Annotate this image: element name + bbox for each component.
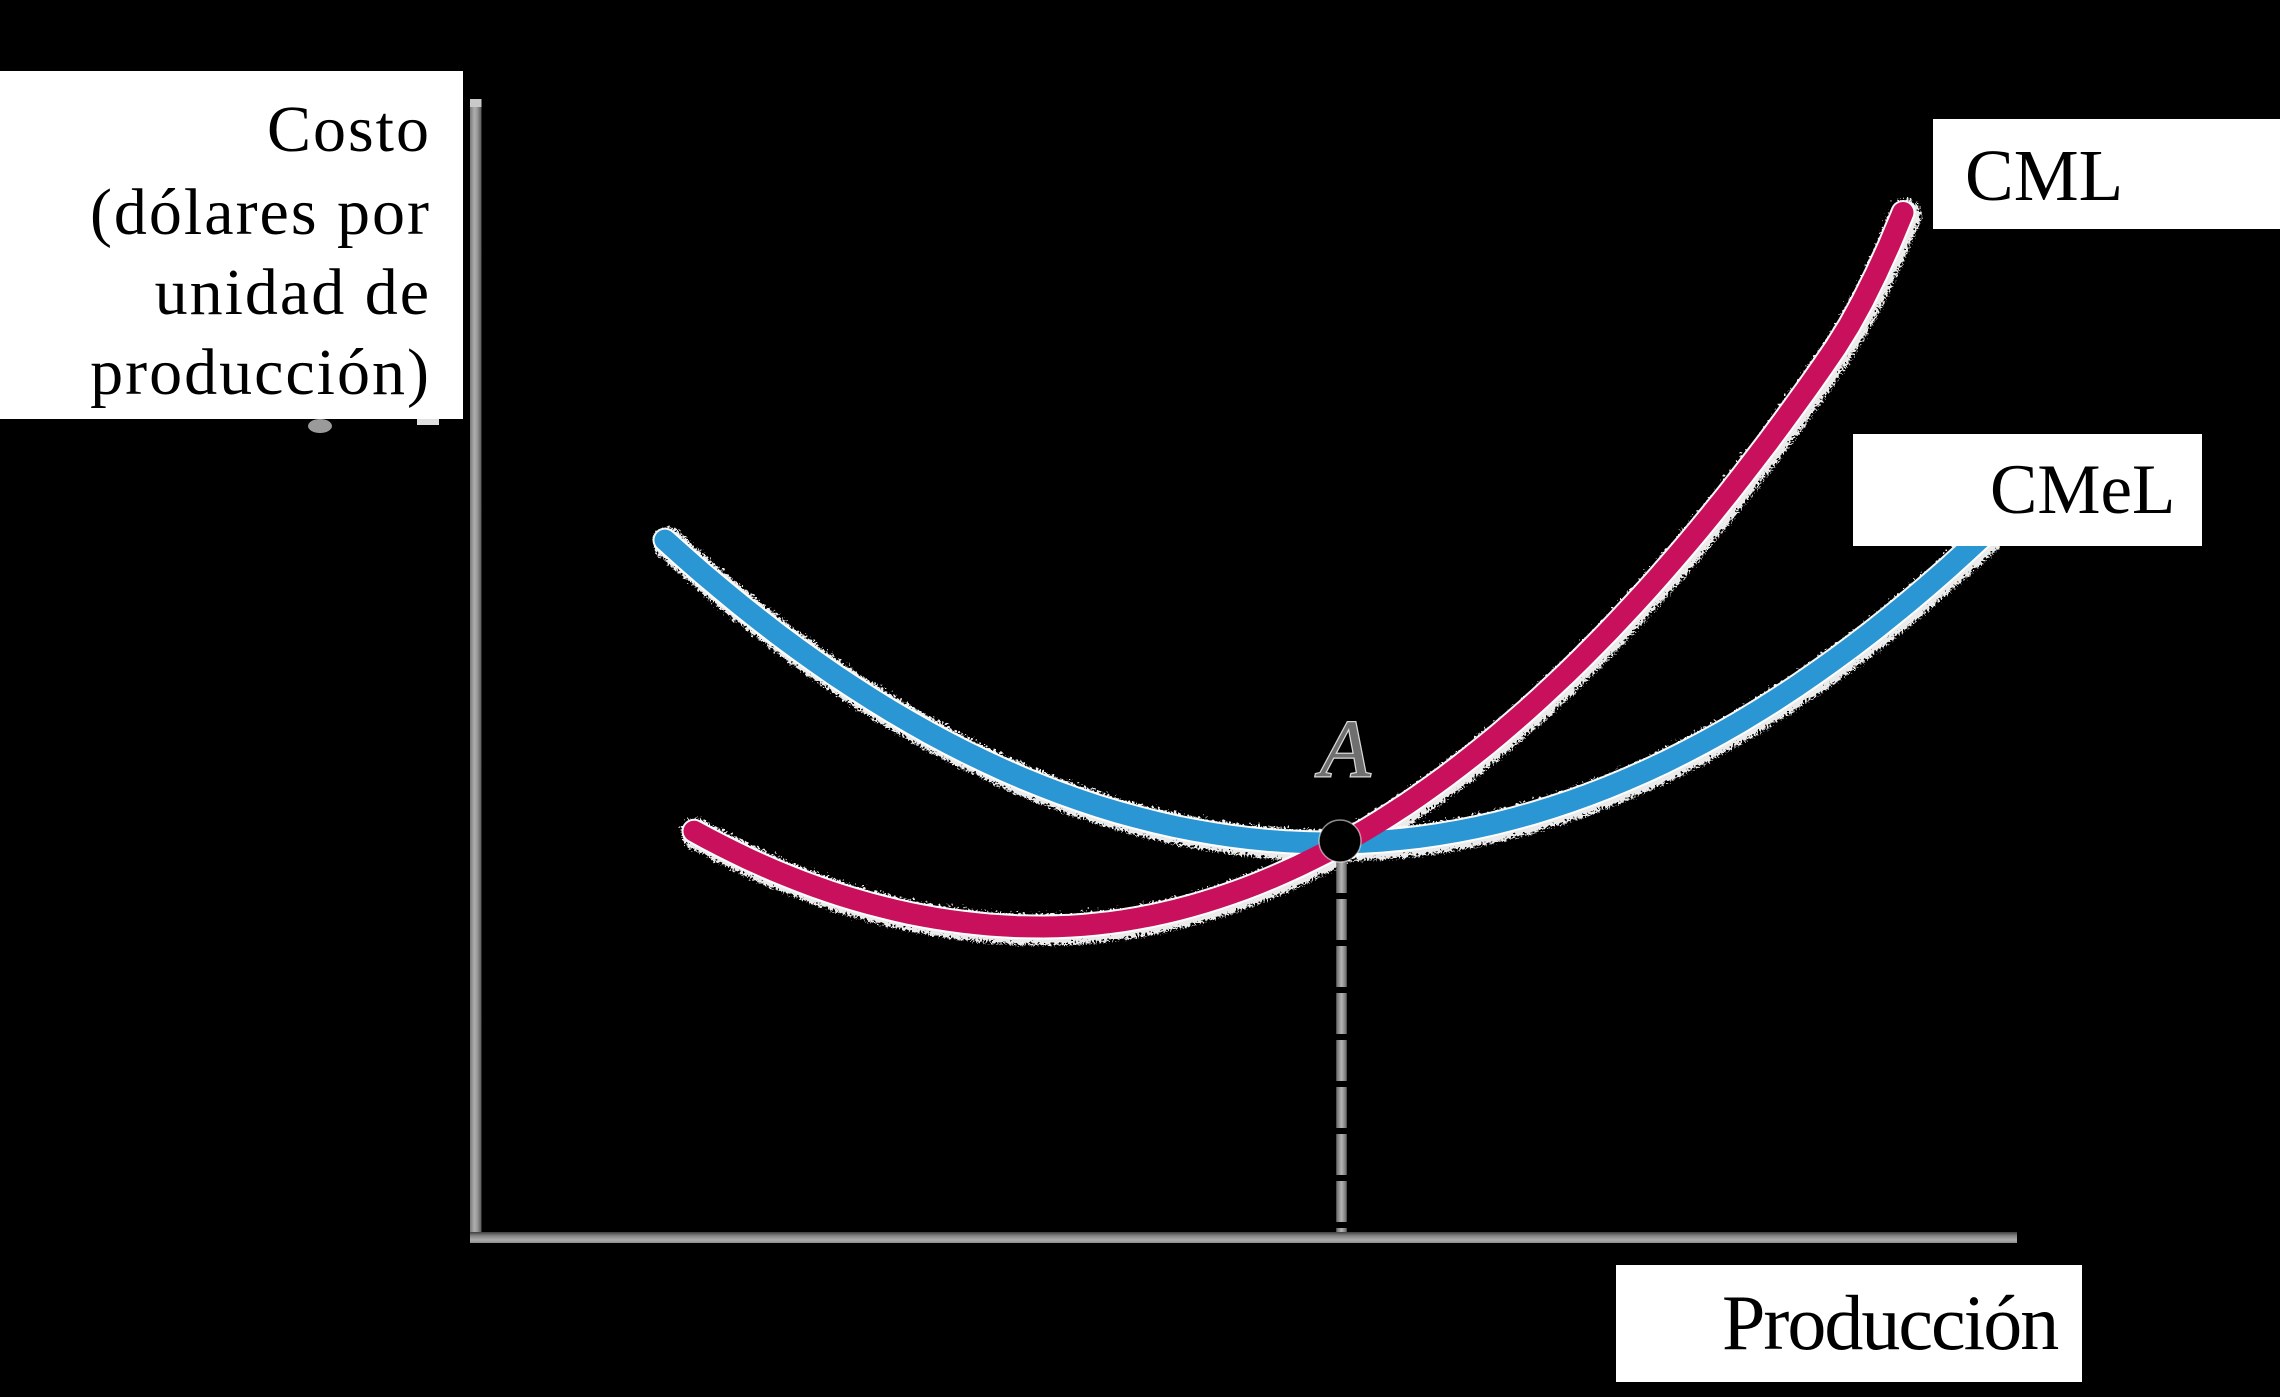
svg-text:Producción: Producción [1722, 1279, 2058, 1366]
svg-text:CML: CML [1965, 135, 2123, 216]
svg-text:unidad de: unidad de [155, 256, 431, 329]
svg-text:(dólares por: (dólares por [90, 176, 431, 249]
svg-text:CMeL: CMeL [1990, 451, 2175, 529]
svg-text:A: A [1315, 703, 1371, 794]
svg-text:Costo: Costo [267, 93, 431, 166]
svg-text:producción): producción) [90, 336, 431, 409]
